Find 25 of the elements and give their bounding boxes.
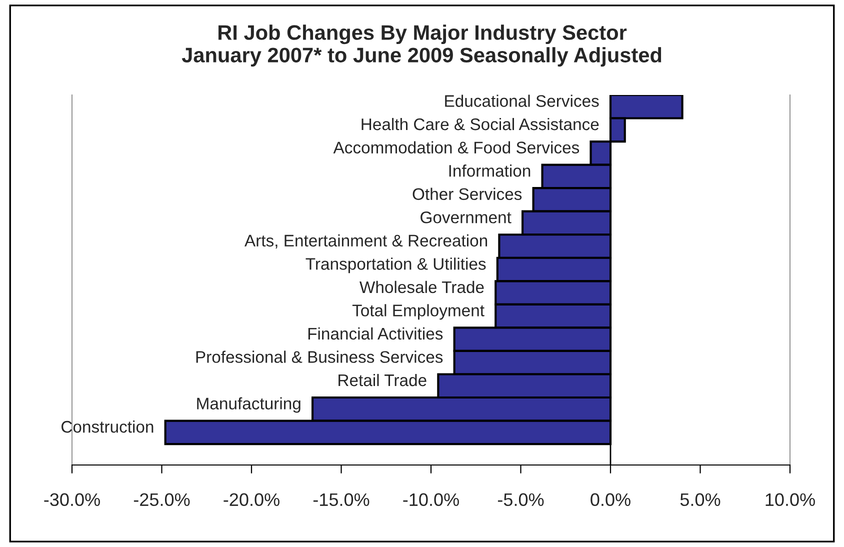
y-tick-label: Health Care & Social Assistance — [362, 118, 599, 130]
y-tick-label: Retail Trade — [338, 374, 426, 386]
y-tick-label: Total Employment — [352, 304, 484, 320]
y-tick-label: Educational Services — [445, 94, 599, 107]
y-tick-label: Financial Activities — [308, 327, 443, 340]
y-tick-label: Construction — [62, 420, 154, 433]
x-tick-label: 5.0% — [680, 493, 720, 506]
y-tick-label: Arts, Entertainment & Recreation — [244, 234, 488, 249]
y-tick-label: Other Services — [412, 188, 522, 200]
x-tick-label: -15.0% — [313, 493, 370, 506]
y-tick-label: Transportation & Utilities — [306, 258, 486, 274]
y-tick-label: Government — [420, 211, 512, 224]
x-tick-label: 10.0% — [766, 493, 815, 506]
y-tick-label: Information — [449, 164, 530, 177]
x-tick-label: -25.0% — [134, 493, 190, 506]
y-tick-label: Professional & Business Services — [196, 350, 443, 363]
y-tick-label: Manufacturing — [197, 397, 300, 413]
y-tick-label: Wholesale Trade — [360, 280, 484, 294]
x-tick-label: 0.0% — [590, 493, 630, 506]
chart-title: RI Job Changes By Major Industry Sector January 2007* to June 2009 Seasonally Adjusted — [182, 24, 662, 67]
x-tick-label: -5.0% — [498, 493, 544, 506]
x-tick-label: -20.0% — [224, 493, 280, 506]
x-tick-label: -30.0% — [44, 493, 100, 506]
x-tick-label: -10.0% — [403, 493, 459, 506]
y-tick-label: Accommodation & Food Services — [333, 141, 580, 154]
